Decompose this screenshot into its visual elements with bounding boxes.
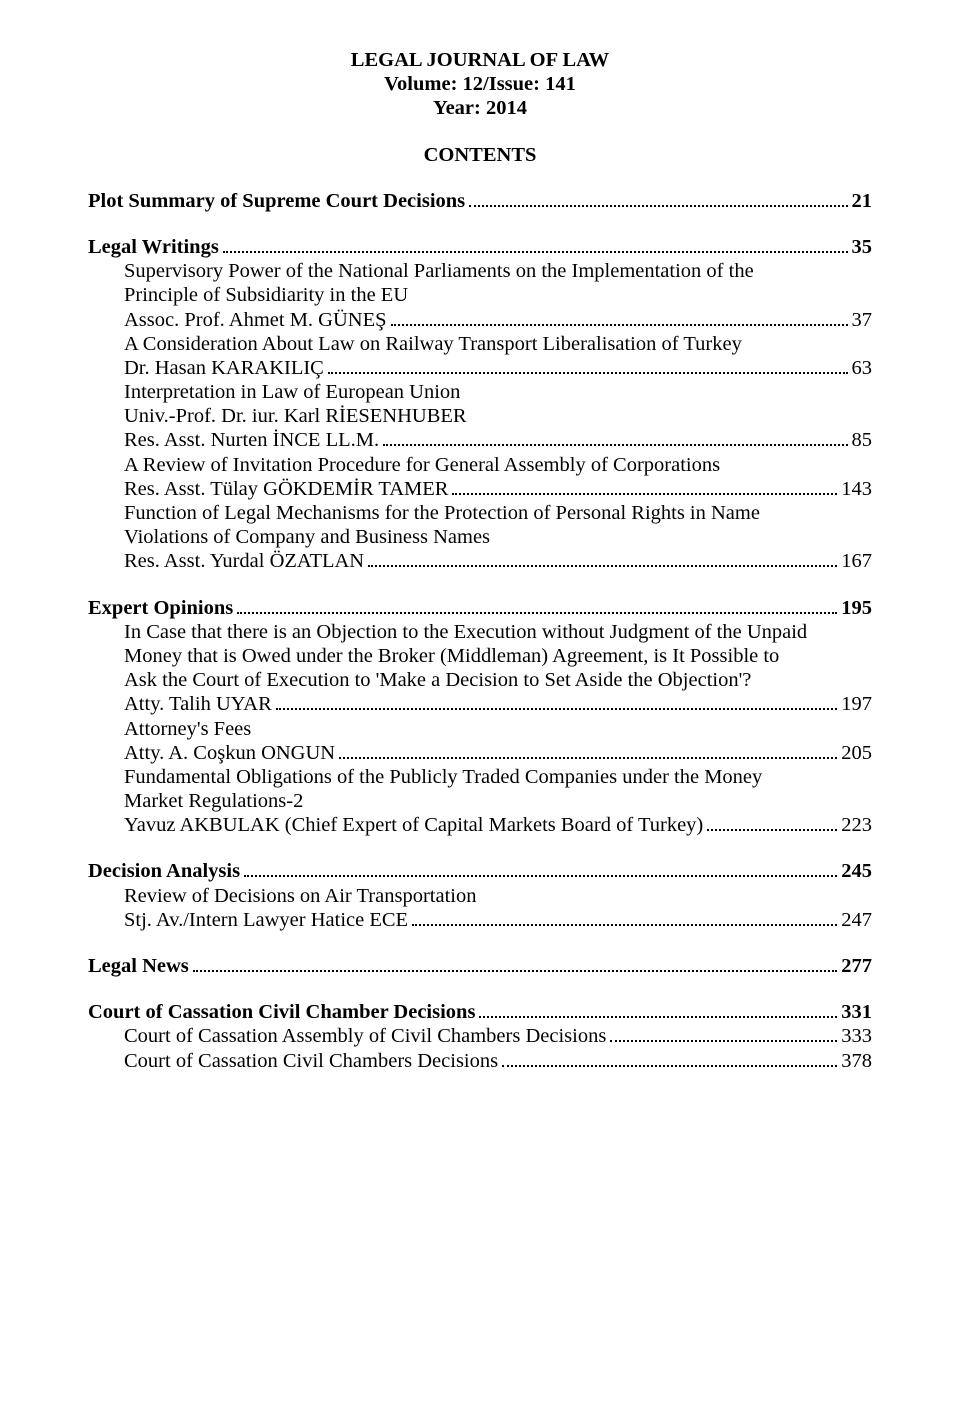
toc-description-line: Supervisory Power of the National Parlia… — [88, 259, 872, 283]
toc-entry-label: Court of Cassation Assembly of Civil Cha… — [88, 1024, 606, 1048]
toc-group: Legal News 277 — [88, 954, 872, 978]
toc-entry-page: 223 — [841, 813, 872, 837]
toc-description-line: Money that is Owed under the Broker (Mid… — [88, 644, 872, 668]
toc-dot-leader — [610, 1027, 837, 1042]
toc-entry: Res. Asst. Tülay GÖKDEMİR TAMER 143 — [88, 477, 872, 501]
toc-dot-leader — [193, 957, 837, 972]
toc-entry-label: Assoc. Prof. Ahmet M. GÜNEŞ — [88, 308, 387, 332]
toc-dot-leader — [244, 862, 837, 877]
toc-description-line: A Review of Invitation Procedure for Gen… — [88, 453, 872, 477]
toc-entry-page: 197 — [841, 692, 872, 716]
toc-dot-leader — [276, 695, 837, 710]
toc-entry-label: Dr. Hasan KARAKILIÇ — [88, 356, 324, 380]
toc-entry-label: Legal Writings — [88, 235, 219, 259]
toc-entry-page: 21 — [852, 189, 873, 213]
toc-description-line: Review of Decisions on Air Transportatio… — [88, 884, 872, 908]
toc-group: Plot Summary of Supreme Court Decisions 2… — [88, 189, 872, 213]
toc-group: Court of Cassation Civil Chamber Decisio… — [88, 1000, 872, 1073]
toc-dot-leader — [707, 816, 837, 831]
toc-entry: Court of Cassation Civil Chambers Decisi… — [88, 1049, 872, 1073]
toc-dot-leader — [452, 479, 837, 494]
toc-dot-leader — [328, 359, 848, 374]
toc-entry-page: 195 — [841, 596, 872, 620]
toc-entry-label: Res. Asst. Nurten İNCE LL.M. — [88, 428, 379, 452]
toc-entry-label: Stj. Av./Intern Lawyer Hatice ECE — [88, 908, 408, 932]
toc-description-line: In Case that there is an Objection to th… — [88, 620, 872, 644]
toc-group: Expert Opinions 195In Case that there is … — [88, 596, 872, 838]
toc-description-line: Interpretation in Law of European Union — [88, 380, 872, 404]
toc-entry-label: Decision Analysis — [88, 859, 240, 883]
toc-description-line: Function of Legal Mechanisms for the Pro… — [88, 501, 872, 525]
toc-entry: Court of Cassation Civil Chamber Decisio… — [88, 1000, 872, 1024]
toc-entry-label: Plot Summary of Supreme Court Decisions — [88, 189, 465, 213]
toc-entry: Atty. Talih UYAR 197 — [88, 692, 872, 716]
toc-entry-page: 37 — [852, 308, 873, 332]
toc-description-line: Market Regulations-2 — [88, 789, 872, 813]
toc-entry-label: Atty. Talih UYAR — [88, 692, 272, 716]
toc-entry: Stj. Av./Intern Lawyer Hatice ECE 247 — [88, 908, 872, 932]
toc-description-line: Fundamental Obligations of the Publicly … — [88, 765, 872, 789]
toc-group: Legal Writings 35Supervisory Power of the… — [88, 235, 872, 574]
toc-entry: Decision Analysis 245 — [88, 859, 872, 883]
toc-dot-leader — [502, 1051, 837, 1066]
toc-entry-label: Expert Opinions — [88, 596, 233, 620]
toc-entry-label: Court of Cassation Civil Chamber Decisio… — [88, 1000, 475, 1024]
toc-entry-page: 35 — [852, 235, 873, 259]
toc-entry-page: 85 — [852, 428, 873, 452]
toc-entry-page: 247 — [841, 908, 872, 932]
toc-dot-leader — [237, 598, 837, 613]
journal-header: LEGAL JOURNAL OF LAW Volume: 12/Issue: 1… — [88, 48, 872, 121]
toc-dot-leader — [391, 310, 848, 325]
toc-dot-leader — [368, 552, 837, 567]
toc-entry-label: Atty. A. Coşkun ONGUN — [88, 741, 335, 765]
toc-entry: Expert Opinions 195 — [88, 596, 872, 620]
toc-entry-page: 378 — [841, 1049, 872, 1073]
toc-entry: Univ.-Prof. Dr. iur. Karl RİESENHUBER — [88, 404, 872, 428]
toc-dot-leader — [479, 1003, 837, 1018]
toc-entry-page: 333 — [841, 1024, 872, 1048]
toc-entry: Dr. Hasan KARAKILIÇ 63 — [88, 356, 872, 380]
toc-entry-page: 143 — [841, 477, 872, 501]
toc-entry-label: Res. Asst. Yurdal ÖZATLAN — [88, 549, 364, 573]
toc-entry-label: Res. Asst. Tülay GÖKDEMİR TAMER — [88, 477, 448, 501]
toc-entry: Court of Cassation Assembly of Civil Cha… — [88, 1024, 872, 1048]
table-of-contents: Plot Summary of Supreme Court Decisions 2… — [88, 189, 872, 1073]
toc-dot-leader — [223, 238, 848, 253]
journal-year: Year: 2014 — [88, 96, 872, 120]
toc-entry-label: Court of Cassation Civil Chambers Decisi… — [88, 1049, 498, 1073]
toc-entry: Res. Asst. Yurdal ÖZATLAN 167 — [88, 549, 872, 573]
toc-dot-leader — [339, 743, 837, 758]
toc-entry-page: 205 — [841, 741, 872, 765]
journal-title: LEGAL JOURNAL OF LAW — [88, 48, 872, 72]
toc-entry-label: Yavuz AKBULAK (Chief Expert of Capital M… — [88, 813, 703, 837]
toc-entry-label: Legal News — [88, 954, 189, 978]
toc-description-line: Attorney's Fees — [88, 717, 872, 741]
toc-description-line: Principle of Subsidiarity in the EU — [88, 283, 872, 307]
toc-entry-page: 167 — [841, 549, 872, 573]
toc-description-line: Ask the Court of Execution to 'Make a De… — [88, 668, 872, 692]
toc-dot-leader — [383, 431, 847, 446]
toc-entry-page: 277 — [841, 954, 872, 978]
toc-description-line: A Consideration About Law on Railway Tra… — [88, 332, 872, 356]
toc-entry: Plot Summary of Supreme Court Decisions 2… — [88, 189, 872, 213]
toc-entry-page: 331 — [841, 1000, 872, 1024]
toc-entry: Legal Writings 35 — [88, 235, 872, 259]
toc-entry: Atty. A. Coşkun ONGUN 205 — [88, 741, 872, 765]
toc-entry-label: Univ.-Prof. Dr. iur. Karl RİESENHUBER — [88, 404, 467, 428]
toc-dot-leader — [412, 910, 837, 925]
toc-entry-page: 245 — [841, 859, 872, 883]
toc-entry: Res. Asst. Nurten İNCE LL.M. 85 — [88, 428, 872, 452]
toc-entry: Legal News 277 — [88, 954, 872, 978]
toc-entry: Yavuz AKBULAK (Chief Expert of Capital M… — [88, 813, 872, 837]
toc-dot-leader — [469, 191, 847, 206]
toc-entry-page: 63 — [852, 356, 873, 380]
toc-description-line: Violations of Company and Business Names — [88, 525, 872, 549]
contents-heading: CONTENTS — [88, 143, 872, 167]
journal-volume: Volume: 12/Issue: 141 — [88, 72, 872, 96]
toc-entry: Assoc. Prof. Ahmet M. GÜNEŞ 37 — [88, 308, 872, 332]
toc-group: Decision Analysis 245Review of Decisions … — [88, 859, 872, 932]
